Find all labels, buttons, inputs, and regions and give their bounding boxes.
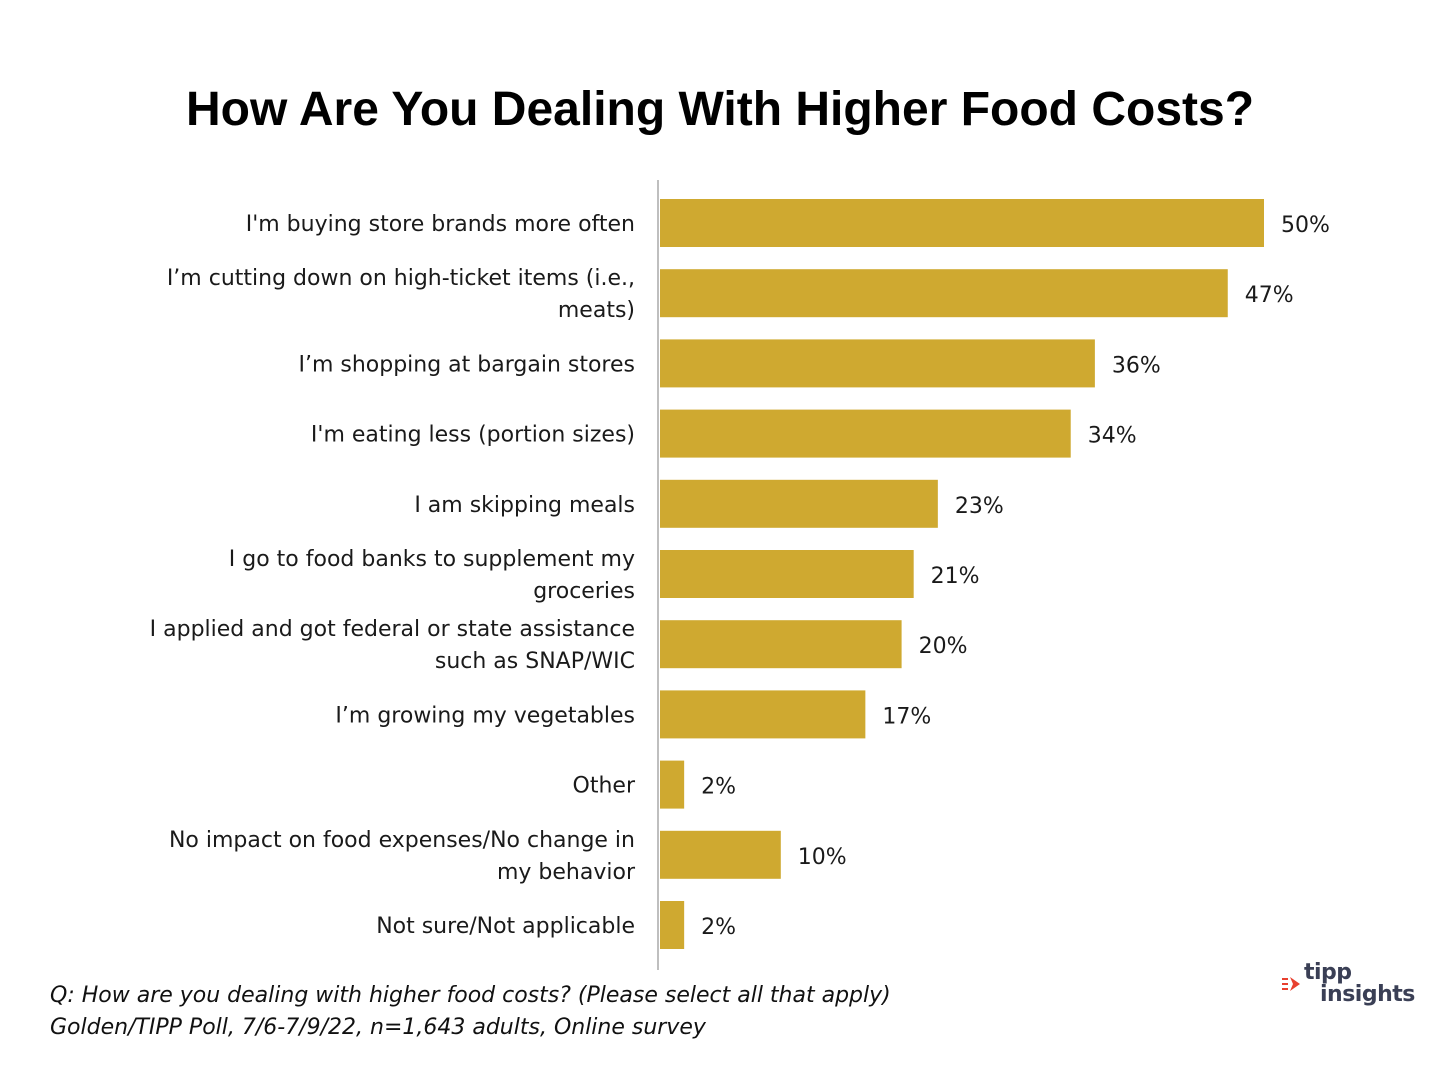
value-label-8: 2%: [701, 775, 736, 800]
value-label-10: 2%: [701, 915, 736, 940]
footnote: Q: How are you dealing with higher food …: [50, 980, 891, 1044]
bar-7: [660, 690, 866, 739]
bar-9: [660, 830, 781, 879]
bar-5: [660, 550, 914, 598]
value-label-0: 50%: [1281, 213, 1330, 238]
category-label-1: I’m cutting down on high-ticket items (i…: [167, 266, 635, 323]
footnote-question: Q: How are you dealing with higher food …: [50, 983, 891, 1008]
value-label-5: 21%: [931, 564, 980, 589]
value-label-6: 20%: [919, 634, 968, 659]
category-label-2: I’m shopping at bargain stores: [298, 352, 635, 377]
value-label-4: 23%: [955, 494, 1004, 519]
logo-arrow-icon: [1282, 977, 1300, 991]
category-label-10: Not sure/Not applicable: [376, 914, 635, 939]
category-label-8: Other: [573, 774, 636, 799]
value-label-2: 36%: [1112, 353, 1161, 378]
value-label-1: 47%: [1245, 283, 1294, 308]
value-label-3: 34%: [1088, 424, 1137, 449]
category-label-9: No impact on food expenses/No change in m…: [169, 828, 636, 885]
value-label-7: 17%: [882, 704, 931, 729]
logo-text-tipp: tipp: [1304, 960, 1352, 985]
footnote-source: Golden/TIPP Poll, 7/6-7/9/22, n=1,643 ad…: [50, 1015, 706, 1040]
bar-8: [660, 760, 685, 809]
value-label-9: 10%: [798, 845, 847, 870]
category-label-7: I’m growing my vegetables: [335, 703, 635, 728]
logo-text-insights: insights: [1320, 982, 1415, 1007]
category-label-5: I go to food banks to supplement my groce…: [229, 547, 635, 604]
category-label-0: I'm buying store brands more often: [246, 212, 635, 237]
bar-0: [660, 199, 1264, 247]
bar-3: [660, 409, 1071, 458]
chart-title: How Are You Dealing With Higher Food Cos…: [185, 83, 1255, 136]
category-label-6: I applied and got federal or state assis…: [150, 617, 635, 674]
bar-6: [660, 620, 902, 669]
tipp-insights-logo: tipp insights: [1282, 962, 1422, 1016]
bar-2: [660, 339, 1095, 388]
bar-4: [660, 479, 938, 528]
category-label-4: I am skipping meals: [414, 493, 635, 518]
category-label-3: I'm eating less (portion sizes): [311, 423, 635, 448]
bar-1: [660, 269, 1228, 318]
bar-10: [660, 901, 685, 949]
bar-chart: 50% I'm buying store brands more often 47%…: [150, 180, 1330, 970]
